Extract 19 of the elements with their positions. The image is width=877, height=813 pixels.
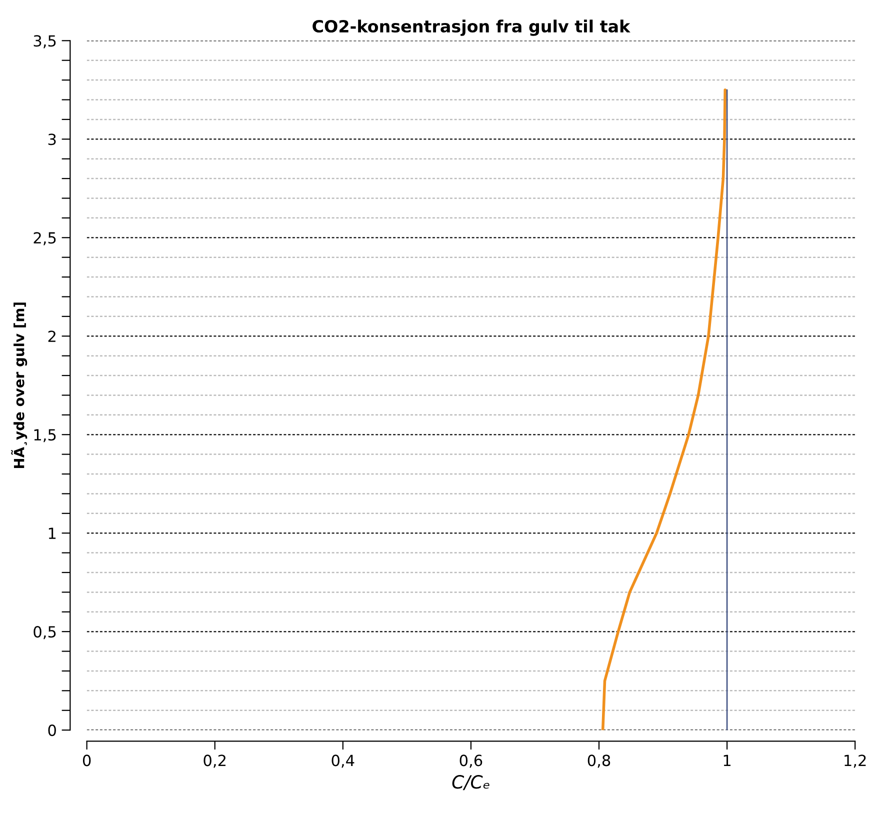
y-axis-title: HÃ¸yde over gulv [m] [11, 302, 28, 468]
x-tick-label: 1,2 [844, 754, 866, 768]
y-tick-label: 1 [48, 528, 56, 539]
x-tick-label: 0 [82, 754, 91, 766]
chart-title: CO2-konsentrasjon fra gulv til tak [312, 20, 630, 36]
line-series [601, 88, 726, 730]
x-tick-label: 0,8 [588, 754, 610, 768]
y-tick-label: 2,5 [34, 232, 56, 246]
y-tick-label: 1,5 [34, 429, 56, 442]
y-tick-label: 0 [48, 724, 56, 736]
x-tick-label: 0,6 [460, 754, 482, 768]
y-tick-label: 3 [48, 134, 56, 146]
x-tick-label: 0,2 [204, 754, 226, 768]
x-tick-label: 0,4 [332, 754, 354, 768]
x-axis-title: C/Cₑ [452, 775, 490, 790]
y-tick-label: 3,5 [34, 35, 56, 48]
y-tick-label: 0,5 [34, 626, 56, 640]
x-tick-label: 1 [724, 754, 730, 766]
y-tick-label: 2 [48, 330, 56, 342]
